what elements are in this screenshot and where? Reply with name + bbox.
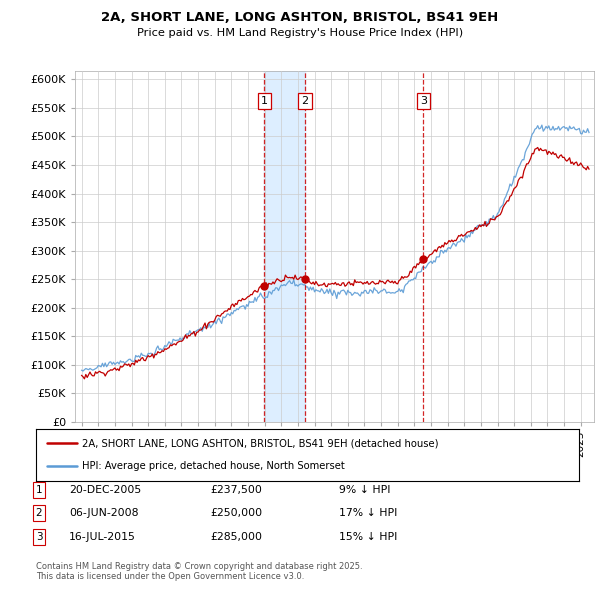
Text: 3: 3 [420, 96, 427, 106]
Text: 2: 2 [35, 509, 43, 518]
Text: 06-JUN-2008: 06-JUN-2008 [69, 509, 139, 518]
Text: Price paid vs. HM Land Registry's House Price Index (HPI): Price paid vs. HM Land Registry's House … [137, 28, 463, 38]
Text: 16-JUL-2015: 16-JUL-2015 [69, 532, 136, 542]
Text: HPI: Average price, detached house, North Somerset: HPI: Average price, detached house, Nort… [82, 461, 345, 471]
Bar [264, 71, 305, 422]
Text: £250,000: £250,000 [210, 509, 262, 518]
Text: 1: 1 [35, 485, 43, 494]
Text: Contains HM Land Registry data © Crown copyright and database right 2025.
This d: Contains HM Land Registry data © Crown c… [36, 562, 362, 581]
Text: 1: 1 [260, 96, 268, 106]
Text: 17% ↓ HPI: 17% ↓ HPI [339, 509, 397, 518]
Text: £237,500: £237,500 [210, 485, 262, 494]
Text: £285,000: £285,000 [210, 532, 262, 542]
Text: 9% ↓ HPI: 9% ↓ HPI [339, 485, 391, 494]
Text: 3: 3 [35, 532, 43, 542]
Text: 2A, SHORT LANE, LONG ASHTON, BRISTOL, BS41 9EH (detached house): 2A, SHORT LANE, LONG ASHTON, BRISTOL, BS… [82, 438, 439, 448]
Text: 20-DEC-2005: 20-DEC-2005 [69, 485, 141, 494]
Text: 2A, SHORT LANE, LONG ASHTON, BRISTOL, BS41 9EH: 2A, SHORT LANE, LONG ASHTON, BRISTOL, BS… [101, 11, 499, 24]
Text: 2: 2 [301, 96, 308, 106]
Text: 15% ↓ HPI: 15% ↓ HPI [339, 532, 397, 542]
